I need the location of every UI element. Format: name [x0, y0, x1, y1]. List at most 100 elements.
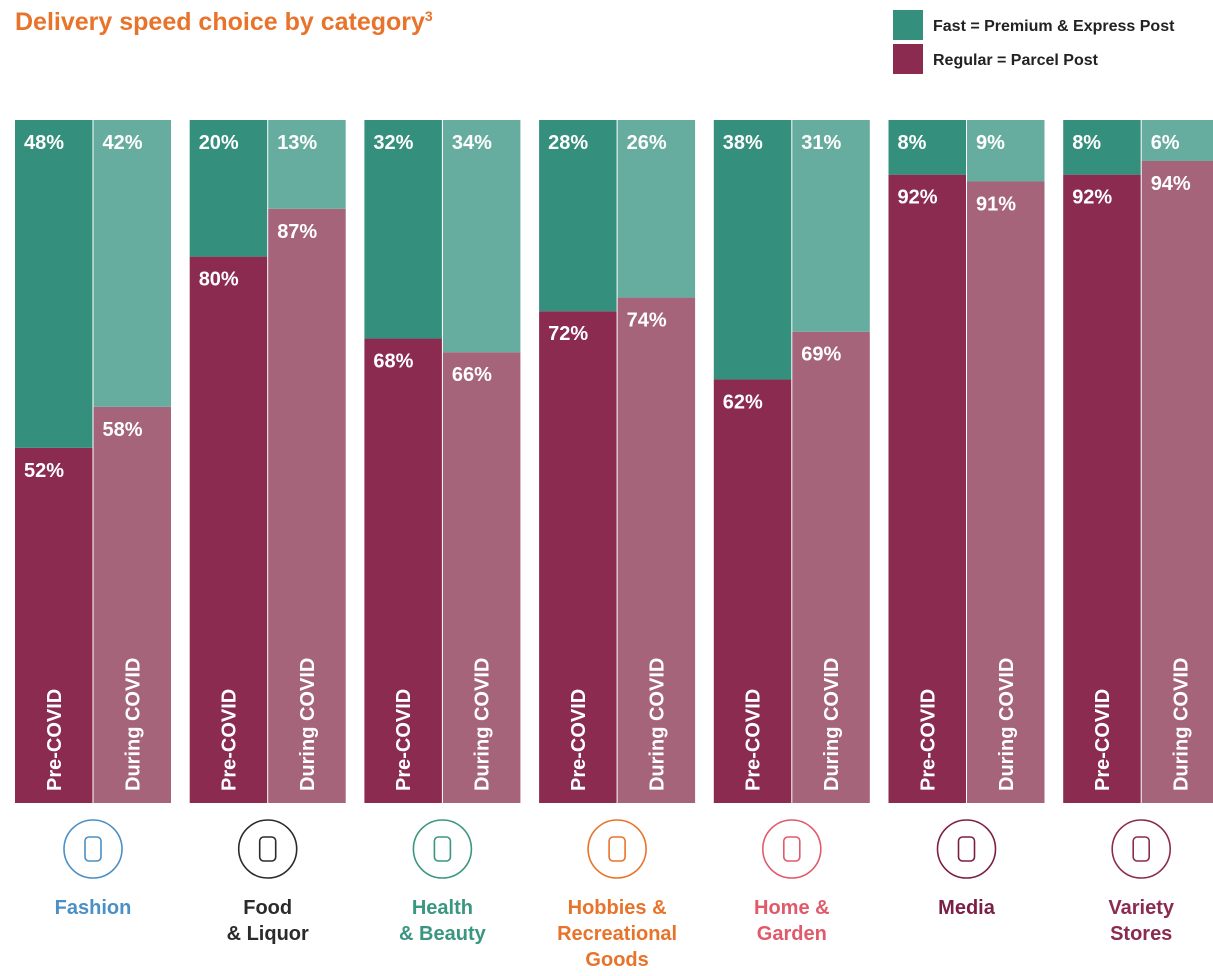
period-label: Pre-COVID — [393, 689, 415, 791]
icon-glyph — [608, 836, 626, 862]
category-label: Fashion — [54, 897, 132, 919]
legend-label: Fast = Premium & Express Post — [933, 18, 1175, 35]
bar-segment — [967, 120, 1045, 182]
icon-glyph — [782, 836, 801, 862]
period-label: Pre-COVID — [218, 689, 240, 791]
bar-segment — [792, 331, 870, 803]
value-label: 42% — [103, 132, 143, 154]
category-label: Hobbies & Recreational Goods — [557, 897, 678, 971]
icon-circle — [63, 819, 123, 879]
period-label: Pre-COVID — [1092, 689, 1114, 791]
icon-circle — [1111, 819, 1171, 879]
value-label: 92% — [1072, 187, 1112, 209]
period-label: Pre-COVID — [568, 689, 590, 791]
value-label: 62% — [723, 392, 763, 414]
bar-segment — [93, 406, 171, 803]
bar-segment — [713, 120, 792, 380]
bar-segment — [1141, 160, 1213, 804]
value-label: 69% — [801, 344, 841, 366]
period-label: During COVID — [821, 658, 843, 791]
value-label: 91% — [976, 193, 1016, 215]
bar-segment — [1063, 174, 1141, 803]
bar-segment — [967, 181, 1045, 804]
period-label: During COVID — [122, 658, 144, 791]
category-label: Home & Garden — [754, 897, 830, 945]
icon-glyph — [957, 836, 976, 862]
icon-circle — [412, 819, 473, 879]
value-label: 34% — [452, 132, 492, 154]
bar-segment — [15, 120, 93, 448]
value-label: 6% — [1151, 132, 1180, 154]
icon-glyph — [1132, 836, 1150, 862]
bar-segment — [364, 338, 442, 803]
value-label: 31% — [801, 132, 841, 154]
category-icon — [761, 819, 822, 879]
bar-segment — [442, 120, 521, 353]
period-label: Pre-COVID — [44, 689, 66, 791]
period-label: During COVID — [646, 658, 668, 791]
bar-segment — [888, 174, 966, 803]
bar-segment — [1141, 120, 1213, 161]
bar-segment — [93, 120, 171, 407]
value-label: 92% — [898, 187, 938, 209]
bar-segment — [617, 120, 696, 298]
category-label: Variety Stores — [1108, 897, 1174, 945]
value-label: 74% — [627, 310, 667, 332]
value-label: 32% — [373, 132, 413, 154]
bar-segment — [15, 447, 93, 803]
value-label: 28% — [548, 132, 588, 154]
bar-segment — [268, 208, 346, 804]
value-label: 66% — [452, 364, 492, 386]
category-icon — [412, 819, 473, 879]
period-label: During COVID — [996, 658, 1018, 791]
value-label: 87% — [277, 221, 317, 243]
category-icon — [63, 819, 123, 879]
icon-glyph — [433, 836, 452, 862]
category-label: Food & Liquor — [226, 897, 309, 945]
bar-segment — [268, 120, 346, 209]
period-label: Pre-COVID — [917, 689, 939, 791]
value-label: 48% — [24, 132, 64, 154]
category-label: Media — [938, 897, 995, 919]
value-label: 80% — [199, 269, 239, 291]
icon-circle — [237, 819, 298, 879]
value-label: 68% — [373, 351, 413, 373]
value-label: 52% — [24, 460, 64, 482]
chart-title: Delivery speed choice by category3 — [15, 8, 433, 36]
bar-segment — [1063, 120, 1141, 175]
value-label: 38% — [723, 132, 763, 154]
period-label: Pre-COVID — [743, 689, 765, 791]
value-label: 94% — [1151, 173, 1191, 195]
bar-segment — [713, 379, 792, 803]
category-icon — [1111, 819, 1171, 879]
value-label: 72% — [548, 323, 588, 345]
bar-segment — [189, 256, 268, 804]
category-label: Health & Beauty — [399, 897, 486, 945]
bar-segment — [792, 120, 870, 332]
title-note: 3 — [425, 8, 433, 24]
period-label: During COVID — [472, 658, 494, 791]
period-label: During COVID — [297, 658, 319, 791]
legend-label: Regular = Parcel Post — [933, 52, 1099, 69]
value-label: 20% — [199, 132, 239, 154]
bar-segment — [189, 120, 268, 257]
bar-segment — [442, 352, 521, 803]
bar-segment — [539, 311, 617, 803]
legend-swatch — [893, 10, 923, 40]
value-label: 8% — [1072, 132, 1101, 154]
period-label: During COVID — [1170, 658, 1192, 791]
bar-segment — [888, 120, 966, 175]
icon-circle — [936, 819, 997, 879]
legend-swatch — [893, 44, 923, 74]
icon-circle — [587, 819, 647, 879]
category-icon — [936, 819, 997, 879]
title-text: Delivery speed choice by category — [15, 8, 425, 36]
category-icon — [237, 819, 298, 879]
icon-glyph — [258, 836, 277, 862]
icon-glyph — [84, 836, 102, 862]
category-icon — [587, 819, 647, 879]
value-label: 26% — [627, 132, 667, 154]
bar-segment — [364, 120, 442, 339]
